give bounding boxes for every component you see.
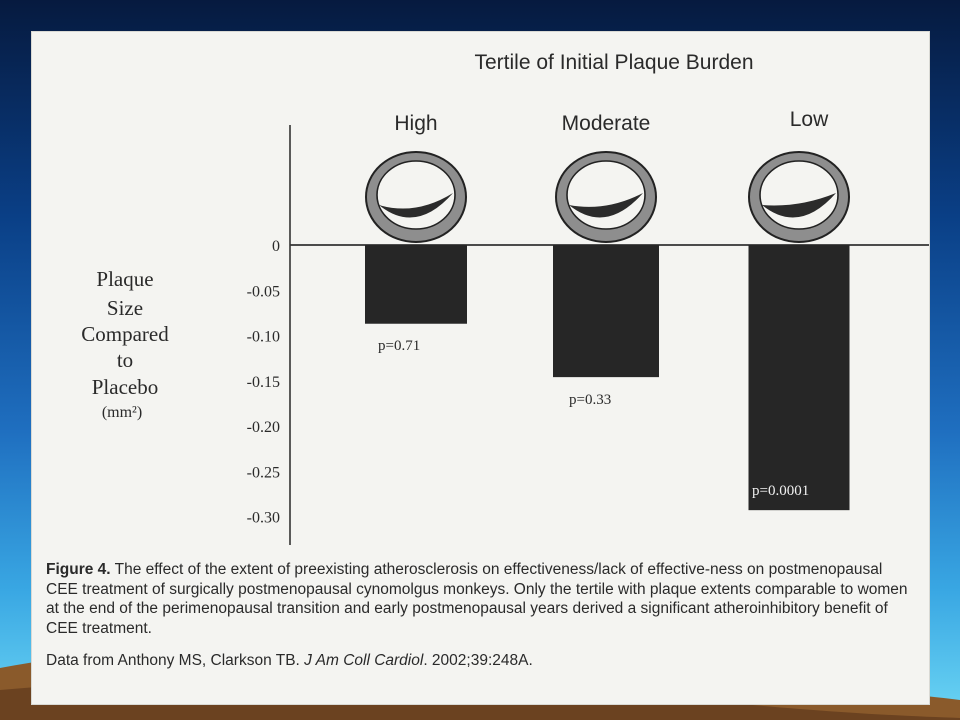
plaque-crescent-icon <box>762 193 836 218</box>
source-journal: J Am Coll Cardiol <box>304 652 424 669</box>
y-tick-label: -0.30 <box>247 510 280 527</box>
y-axis-title-line: (mm²) <box>102 404 142 421</box>
bar <box>748 245 850 511</box>
plaque-crescent-icon <box>379 193 453 218</box>
source-suffix: . 2002;39:248A. <box>423 652 533 669</box>
y-axis-title-line: Size <box>107 296 143 320</box>
y-axis-title-line: Compared <box>81 322 169 346</box>
figure-label: Figure 4. <box>46 561 111 578</box>
y-axis-title-line: to <box>117 348 133 372</box>
bar <box>553 245 659 378</box>
y-tick-label: -0.15 <box>247 374 280 391</box>
artery-lumen-icon <box>566 160 646 230</box>
y-tick-label: 0 <box>272 238 280 255</box>
source-prefix: Data from Anthony MS, Clarkson TB. <box>46 652 305 669</box>
category-label: High <box>394 112 437 135</box>
category-label: Moderate <box>562 112 651 135</box>
chart-title: Tertile of Initial Plaque Burden <box>475 51 754 74</box>
bar-chart: Tertile of Initial Plaque Burden 0 -0.05 -… <box>81 51 929 545</box>
y-tick-label: -0.25 <box>247 464 280 481</box>
figure-panel: Tertile of Initial Plaque Burden 0 -0.05 -… <box>32 32 929 704</box>
figure-caption: Figure 4. The effect of the extent of pr… <box>46 560 916 638</box>
caption-text: The effect of the extent of preexisting … <box>46 561 908 637</box>
category-label: Low <box>790 108 829 131</box>
y-tick-label: -0.10 <box>247 329 280 346</box>
data-source: Data from Anthony MS, Clarkson TB. J Am … <box>46 652 916 670</box>
y-axis-title-line: Plaque <box>96 267 153 291</box>
artery-lumen-icon <box>376 160 456 230</box>
p-value-label: p=0.33 <box>569 392 611 408</box>
y-tick-label: -0.05 <box>247 283 280 300</box>
y-axis-title-line: Placebo <box>92 375 158 399</box>
plaque-crescent-icon <box>569 193 643 218</box>
p-value-label: p=0.0001 <box>752 483 809 499</box>
artery-lumen-icon <box>759 160 839 230</box>
y-tick-label: -0.20 <box>247 419 280 436</box>
bar <box>365 245 467 324</box>
p-value-label: p=0.71 <box>378 338 420 354</box>
